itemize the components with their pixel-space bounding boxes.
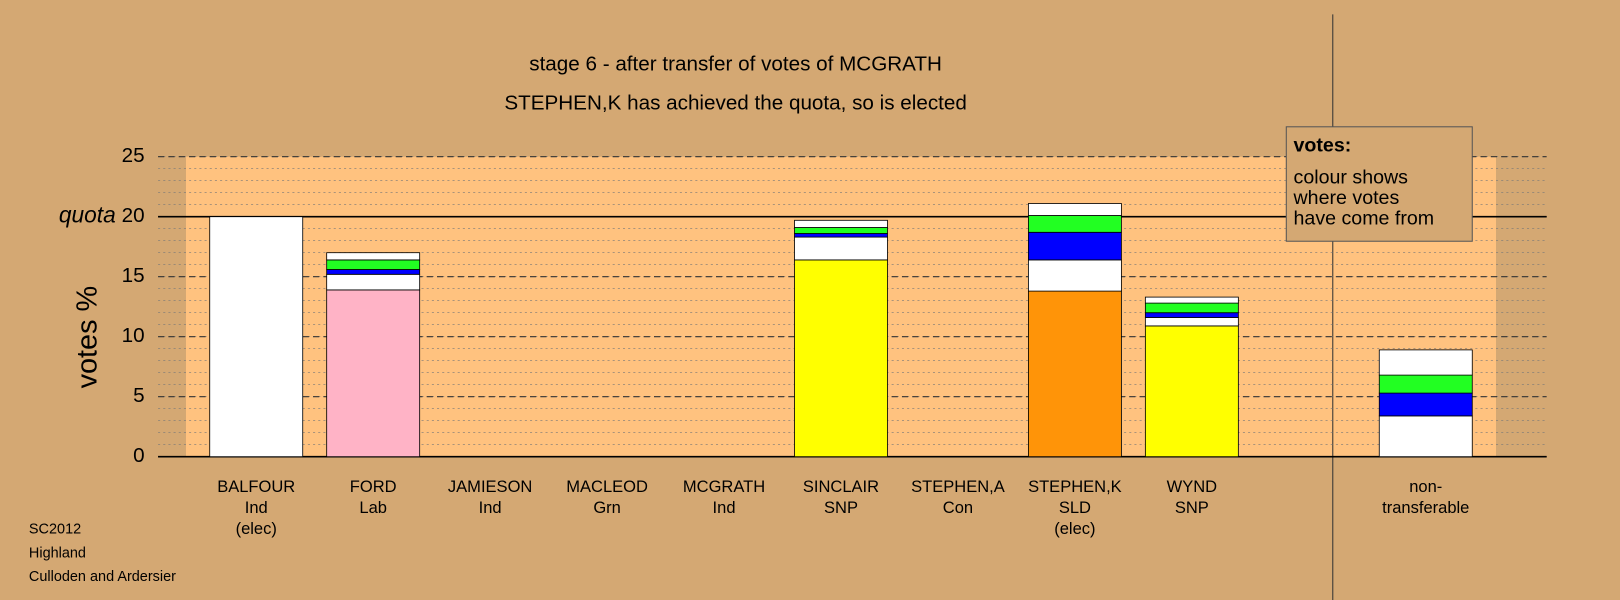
y-tick-label: 10: [122, 324, 145, 347]
bar-segment: [326, 289, 421, 458]
y-tick-label: 0: [133, 444, 144, 467]
bar-segment: [326, 273, 421, 291]
bar-segment: [794, 259, 888, 458]
bar-segment: [1027, 203, 1122, 216]
x-tick-label: BALFOUR: [217, 478, 295, 496]
x-tick-label: (elec): [1054, 520, 1095, 538]
x-tick-label: transferable: [1382, 499, 1469, 517]
x-tick-label: non-: [1409, 478, 1442, 496]
bar-segment: [326, 269, 421, 275]
bar-segment: [1144, 317, 1239, 327]
y-axis-label: votes %: [71, 286, 103, 389]
bar-segment: [1144, 302, 1239, 314]
chart-title: stage 6 - after transfer of votes of MCG…: [529, 52, 942, 75]
bar-segment: [326, 252, 421, 261]
x-tick-label: Ind: [245, 499, 268, 517]
info-box-title: votes:: [1294, 135, 1352, 157]
y-tick-label: 5: [133, 384, 144, 407]
bar-segment: [794, 227, 888, 234]
bar-segment: [1144, 312, 1239, 318]
info-box-text: where votes: [1293, 187, 1400, 209]
x-tick-label: FORD: [350, 478, 397, 496]
footer-text: Culloden and Ardersier: [29, 569, 176, 585]
info-box: votes: colour shows where votes have com…: [1285, 126, 1473, 242]
x-tick-label: SNP: [1175, 499, 1209, 517]
info-box-text: have come from: [1294, 208, 1435, 230]
chart-subtitle: STEPHEN,K has achieved the quota, so is …: [504, 92, 967, 115]
bar-segment: [794, 233, 888, 238]
bar-segment: [1027, 290, 1122, 458]
x-tick-label: JAMIESON: [448, 478, 532, 496]
x-tick-label: STEPHEN,A: [911, 478, 1005, 496]
x-tick-label: Ind: [713, 499, 736, 517]
y-tick-label: 15: [122, 264, 145, 287]
footer-text: Highland: [29, 545, 86, 561]
info-box-frame: [1285, 126, 1473, 242]
x-tick-label: (elec): [236, 520, 277, 538]
info-box-text: colour shows: [1294, 167, 1409, 189]
x-tick-label: SINCLAIR: [803, 478, 879, 496]
bar-segment: [1144, 325, 1239, 458]
bar-segment: [1378, 349, 1473, 376]
y-tick-label: 20: [122, 204, 145, 227]
bar-segment: [1027, 259, 1122, 292]
footer-text: SC2012: [29, 522, 81, 538]
y-tick-label: 25: [122, 144, 145, 167]
x-tick-label: Grn: [593, 499, 621, 517]
quota-label: quota: [59, 202, 116, 228]
bar-segment: [1378, 374, 1473, 394]
bar-segment: [1027, 231, 1122, 261]
bar-segment: [209, 216, 304, 458]
bar-segment: [326, 259, 421, 270]
bar-segment: [794, 236, 888, 261]
x-tick-label: WYND: [1167, 478, 1218, 496]
bar-segment: [1378, 392, 1473, 417]
bar-segment: [1144, 296, 1239, 304]
x-tick-label: MACLEOD: [566, 478, 648, 496]
bar-segment: [1027, 215, 1122, 233]
x-tick-label: SNP: [824, 499, 858, 517]
x-tick-label: Con: [943, 499, 973, 517]
x-tick-label: MCGRATH: [683, 478, 765, 496]
bar-segment: [794, 219, 888, 228]
x-tick-label: Lab: [359, 499, 387, 517]
x-tick-label: STEPHEN,K: [1028, 478, 1122, 496]
bar-segment: [1378, 415, 1473, 458]
x-tick-label: Ind: [479, 499, 502, 517]
x-tick-label: SLD: [1059, 499, 1091, 517]
